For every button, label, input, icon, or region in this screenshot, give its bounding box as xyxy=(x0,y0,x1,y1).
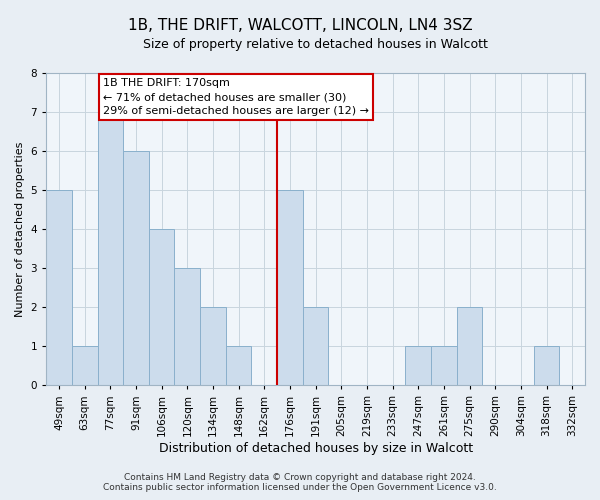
Text: Contains HM Land Registry data © Crown copyright and database right 2024.
Contai: Contains HM Land Registry data © Crown c… xyxy=(103,473,497,492)
Bar xyxy=(149,229,175,386)
Bar xyxy=(303,307,328,386)
Title: Size of property relative to detached houses in Walcott: Size of property relative to detached ho… xyxy=(143,38,488,51)
Bar xyxy=(200,307,226,386)
Y-axis label: Number of detached properties: Number of detached properties xyxy=(15,141,25,316)
X-axis label: Distribution of detached houses by size in Walcott: Distribution of detached houses by size … xyxy=(158,442,473,455)
Bar xyxy=(123,150,149,386)
Bar xyxy=(277,190,303,386)
Bar xyxy=(98,112,123,386)
Bar xyxy=(226,346,251,386)
Bar xyxy=(533,346,559,386)
Bar xyxy=(72,346,98,386)
Bar xyxy=(406,346,431,386)
Bar xyxy=(457,307,482,386)
Bar xyxy=(431,346,457,386)
Text: 1B, THE DRIFT, WALCOTT, LINCOLN, LN4 3SZ: 1B, THE DRIFT, WALCOTT, LINCOLN, LN4 3SZ xyxy=(128,18,472,32)
Bar xyxy=(46,190,72,386)
Text: 1B THE DRIFT: 170sqm
← 71% of detached houses are smaller (30)
29% of semi-detac: 1B THE DRIFT: 170sqm ← 71% of detached h… xyxy=(103,78,368,116)
Bar xyxy=(175,268,200,386)
